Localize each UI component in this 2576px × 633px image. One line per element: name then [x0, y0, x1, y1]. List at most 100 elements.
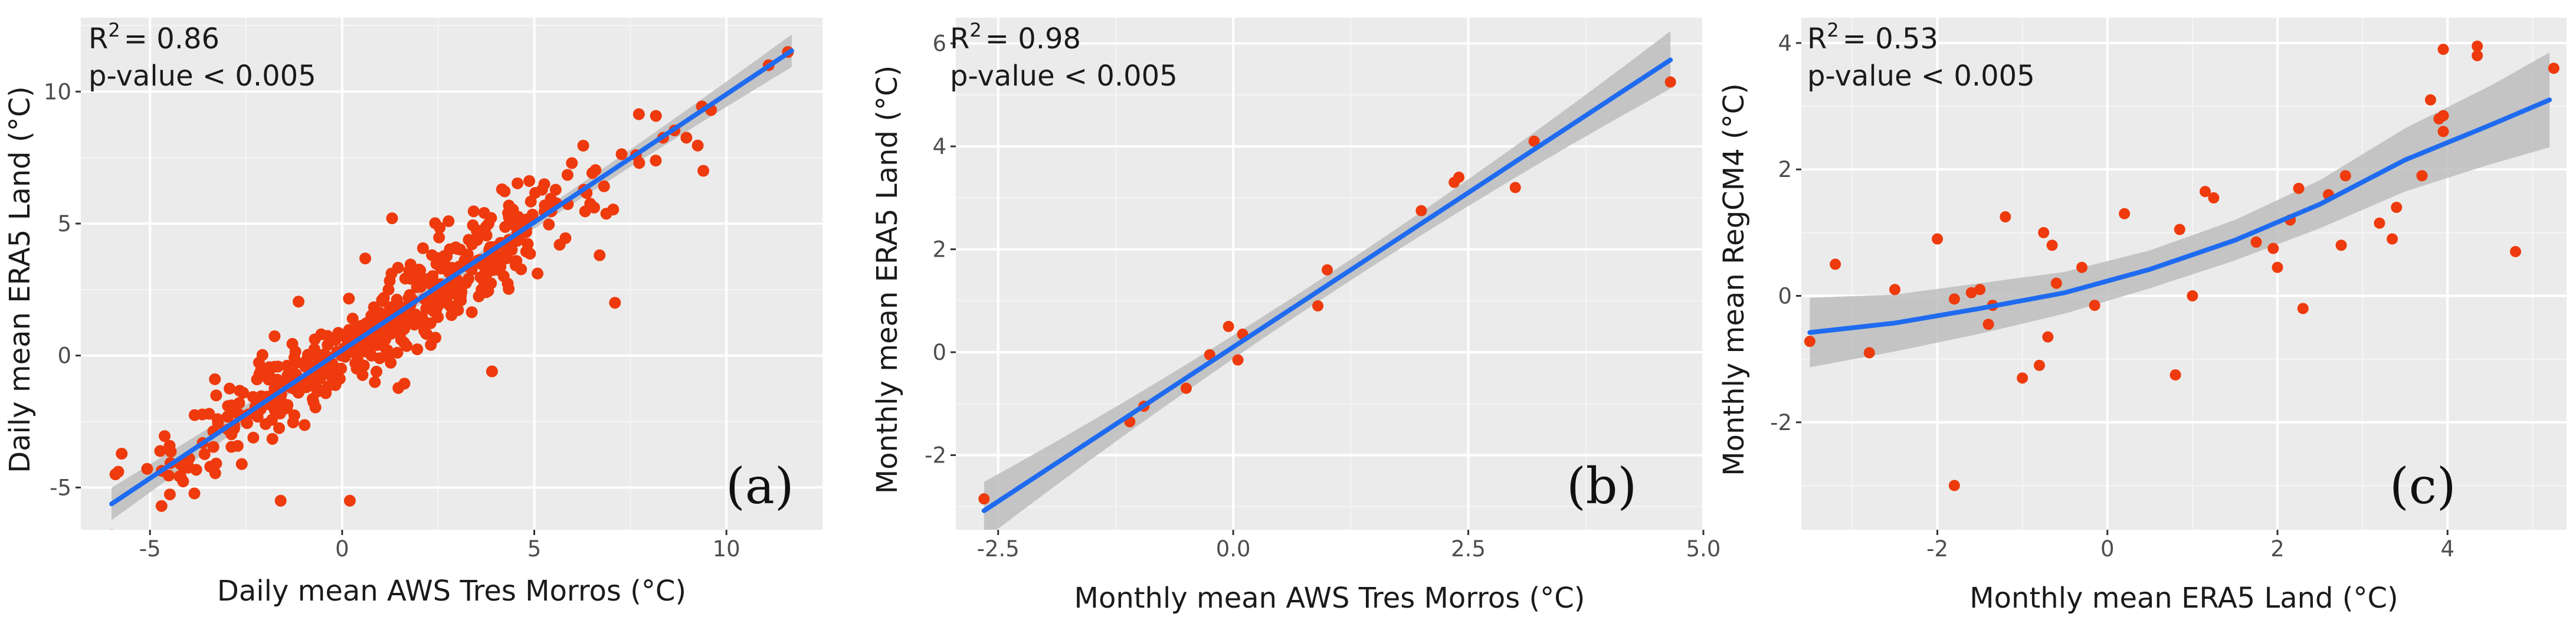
- r-squared-label: R2 = 0.86: [89, 19, 219, 55]
- data-point: [532, 267, 544, 280]
- data-point: [2089, 300, 2100, 311]
- data-point: [281, 402, 293, 415]
- data-point: [307, 396, 320, 408]
- plot-content: [1804, 40, 2559, 491]
- x-tick-label: 2.5: [1451, 536, 1486, 562]
- x-axis-title: Monthly mean AWS Tres Morros (°C): [1074, 582, 1585, 615]
- y-tick-label: 0: [1778, 284, 1792, 309]
- data-point: [484, 254, 496, 267]
- data-point: [615, 148, 628, 160]
- data-point: [359, 252, 372, 265]
- data-point: [2510, 245, 2522, 257]
- data-point: [2076, 261, 2088, 273]
- y-tick-label: 0: [57, 343, 71, 369]
- data-point: [240, 416, 253, 428]
- data-point: [1415, 205, 1427, 217]
- data-point: [1509, 182, 1521, 193]
- data-point: [579, 205, 591, 218]
- y-axis-title: Monthly mean ERA5 Land (°C): [871, 65, 904, 494]
- data-point: [266, 432, 278, 445]
- y-tick-label: 10: [44, 79, 71, 104]
- data-point: [360, 317, 372, 329]
- data-point: [392, 261, 404, 274]
- data-point: [539, 199, 551, 212]
- data-point: [607, 204, 620, 216]
- data-point: [1223, 320, 1234, 332]
- data-point: [159, 430, 171, 442]
- data-point: [222, 400, 234, 412]
- plot-content: [109, 34, 794, 530]
- data-point: [421, 273, 433, 286]
- y-axis-title: Monthly mean RegCM4 (°C): [1718, 83, 1751, 476]
- data-point: [210, 389, 222, 402]
- data-point: [549, 183, 562, 196]
- panel-b: -2.5 0.0 2.5 5.0 -2 0 2 4 6 R2 = 0.98 p-value < 0.0…: [871, 18, 1720, 615]
- data-point: [529, 186, 542, 199]
- y-tick-label: 4: [1778, 31, 1792, 56]
- data-point: [260, 418, 272, 430]
- data-point: [2339, 170, 2351, 182]
- y-tick-label: 2: [1778, 157, 1792, 182]
- data-point: [255, 390, 267, 402]
- data-point: [324, 360, 336, 373]
- data-point: [438, 250, 451, 262]
- data-point: [499, 221, 512, 233]
- p-value-label: p-value < 0.005: [89, 60, 316, 93]
- data-point: [2293, 182, 2305, 194]
- data-point: [312, 385, 324, 398]
- data-point: [588, 201, 601, 214]
- fit-line: [109, 48, 794, 507]
- data-point: [316, 369, 329, 381]
- p-value-label: p-value < 0.005: [950, 60, 1178, 93]
- data-point: [221, 411, 234, 423]
- data-point: [2424, 94, 2436, 106]
- data-point: [109, 468, 122, 481]
- data-point: [1889, 284, 1901, 296]
- x-tick-label: 2: [2270, 536, 2285, 562]
- confidence-band: [1810, 52, 2550, 368]
- data-point: [609, 297, 621, 309]
- data-point: [650, 155, 662, 167]
- data-point: [512, 177, 524, 189]
- fit-line: [1807, 97, 2552, 335]
- data-point: [2187, 290, 2198, 302]
- data-point: [425, 339, 437, 351]
- data-point: [391, 346, 404, 359]
- data-point: [346, 313, 359, 325]
- data-point: [247, 431, 260, 444]
- data-point: [2050, 277, 2062, 289]
- data-point: [2472, 40, 2483, 52]
- data-point: [281, 369, 294, 381]
- data-point: [190, 464, 202, 476]
- data-point: [2374, 217, 2385, 229]
- data-point: [211, 413, 224, 425]
- y-axis-title: Daily mean ERA5 Land (°C): [4, 86, 37, 473]
- fit-line: [981, 57, 1673, 513]
- data-point: [307, 376, 320, 388]
- data-point: [2297, 303, 2309, 314]
- data-point: [589, 164, 602, 176]
- data-point: [293, 296, 305, 308]
- data-point: [2208, 192, 2220, 204]
- data-point: [577, 139, 589, 152]
- data-point: [411, 343, 424, 356]
- data-point: [419, 327, 432, 340]
- data-point: [268, 330, 281, 342]
- x-tick-label: 0.0: [1216, 536, 1251, 562]
- data-point: [273, 422, 286, 434]
- data-point: [399, 273, 411, 285]
- y-tick-label: 5: [57, 211, 71, 237]
- panel-a: -5 0 5 10 -5 0 5 10 R2 = 0.86 p-value < 0.005 (a) Da…: [4, 18, 822, 608]
- data-point: [392, 382, 405, 394]
- data-point: [2267, 242, 2279, 254]
- data-point: [523, 175, 536, 187]
- data-point: [286, 337, 299, 350]
- data-point: [494, 261, 507, 273]
- data-point: [2387, 233, 2398, 245]
- data-point: [2034, 359, 2046, 371]
- data-point: [1863, 347, 1875, 359]
- data-point: [154, 445, 166, 457]
- x-tick-label: 5: [527, 536, 542, 562]
- data-point: [274, 494, 287, 507]
- data-point: [352, 353, 364, 366]
